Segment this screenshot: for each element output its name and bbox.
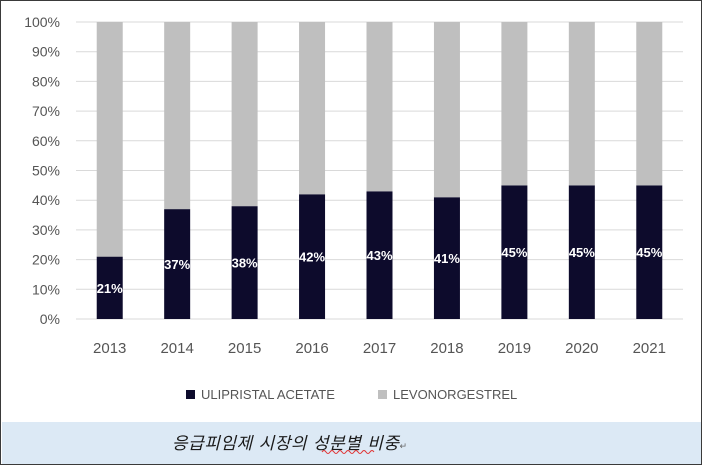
y-tick-label: 40% [32, 192, 60, 208]
data-label: 41% [434, 251, 460, 266]
data-label: 21% [97, 281, 123, 296]
bar-levonorgestrel [568, 22, 595, 186]
bar-ulipristal-acetate [231, 206, 258, 319]
x-tick-label: 2013 [93, 340, 126, 357]
bar-ulipristal-acetate [636, 185, 663, 319]
y-tick-label: 0% [40, 311, 60, 327]
bar-levonorgestrel [96, 22, 123, 257]
x-tick-label: 2021 [633, 340, 666, 357]
x-tick-label: 2016 [295, 340, 328, 357]
y-axis: 0% 10% 20% 30% 40% 50% 60% 70% 80% 90% 100% [24, 14, 60, 327]
y-tick-label: 50% [32, 163, 60, 179]
bar-levonorgestrel [164, 22, 191, 210]
x-tick-label: 2020 [565, 340, 598, 357]
legend-label: LEVONORGESTREL [393, 387, 517, 402]
y-tick-label: 60% [32, 133, 60, 149]
caption-text: 응급피임제 시장의 성분별 비중↵ [172, 429, 408, 454]
data-label: 42% [299, 250, 325, 265]
bar-levonorgestrel [299, 22, 326, 195]
bar-ulipristal-acetate [501, 185, 528, 319]
stacked-bar-chart: 0% 10% 20% 30% 40% 50% 60% 70% 80% 90% 100% 21% 37%… [24, 14, 683, 402]
y-tick-label: 20% [32, 252, 60, 268]
bars: 21% 37% 38% 42% 43% 41% 45% 45% 45% [97, 22, 663, 319]
data-label: 37% [164, 257, 190, 272]
paragraph-mark-icon: ↵ [399, 442, 408, 452]
data-label: 43% [366, 248, 392, 263]
legend: ULIPRISTAL ACETATE LEVONORGESTREL [186, 387, 517, 402]
y-tick-label: 90% [32, 44, 60, 60]
y-tick-label: 10% [32, 281, 60, 297]
bar-ulipristal-acetate [299, 194, 326, 319]
bar-ulipristal-acetate [433, 197, 460, 319]
caption-bar: 응급피임제 시장의 성분별 비중↵ [2, 422, 701, 464]
data-label: 45% [501, 245, 527, 260]
y-tick-label: 30% [32, 222, 60, 238]
bar-ulipristal-acetate [96, 256, 123, 319]
bar-ulipristal-acetate [568, 185, 595, 319]
spellcheck-underline [321, 450, 375, 454]
legend-swatch [378, 390, 387, 399]
x-tick-label: 2018 [430, 340, 463, 357]
bar-ulipristal-acetate [366, 191, 393, 319]
bar-levonorgestrel [636, 22, 663, 186]
bar-levonorgestrel [231, 22, 258, 207]
data-label: 45% [569, 245, 595, 260]
bar-levonorgestrel [501, 22, 528, 186]
legend-swatch [186, 390, 195, 399]
data-label: 38% [232, 256, 258, 271]
x-tick-label: 2017 [363, 340, 396, 357]
x-tick-label: 2015 [228, 340, 261, 357]
x-axis: 2013 2014 2015 2016 2017 2018 2019 2020 2021 [93, 340, 666, 357]
x-tick-label: 2019 [498, 340, 531, 357]
y-tick-label: 70% [32, 103, 60, 119]
bar-levonorgestrel [366, 22, 393, 192]
caption-title: 응급피임제 시장의 성분별 비중 [172, 434, 400, 454]
y-tick-label: 80% [32, 73, 60, 89]
bar-ulipristal-acetate [164, 209, 191, 319]
bar-levonorgestrel [433, 22, 460, 198]
y-tick-label: 100% [24, 14, 60, 30]
data-label: 45% [636, 245, 662, 260]
legend-label: ULIPRISTAL ACETATE [201, 387, 335, 402]
x-tick-label: 2014 [160, 340, 193, 357]
